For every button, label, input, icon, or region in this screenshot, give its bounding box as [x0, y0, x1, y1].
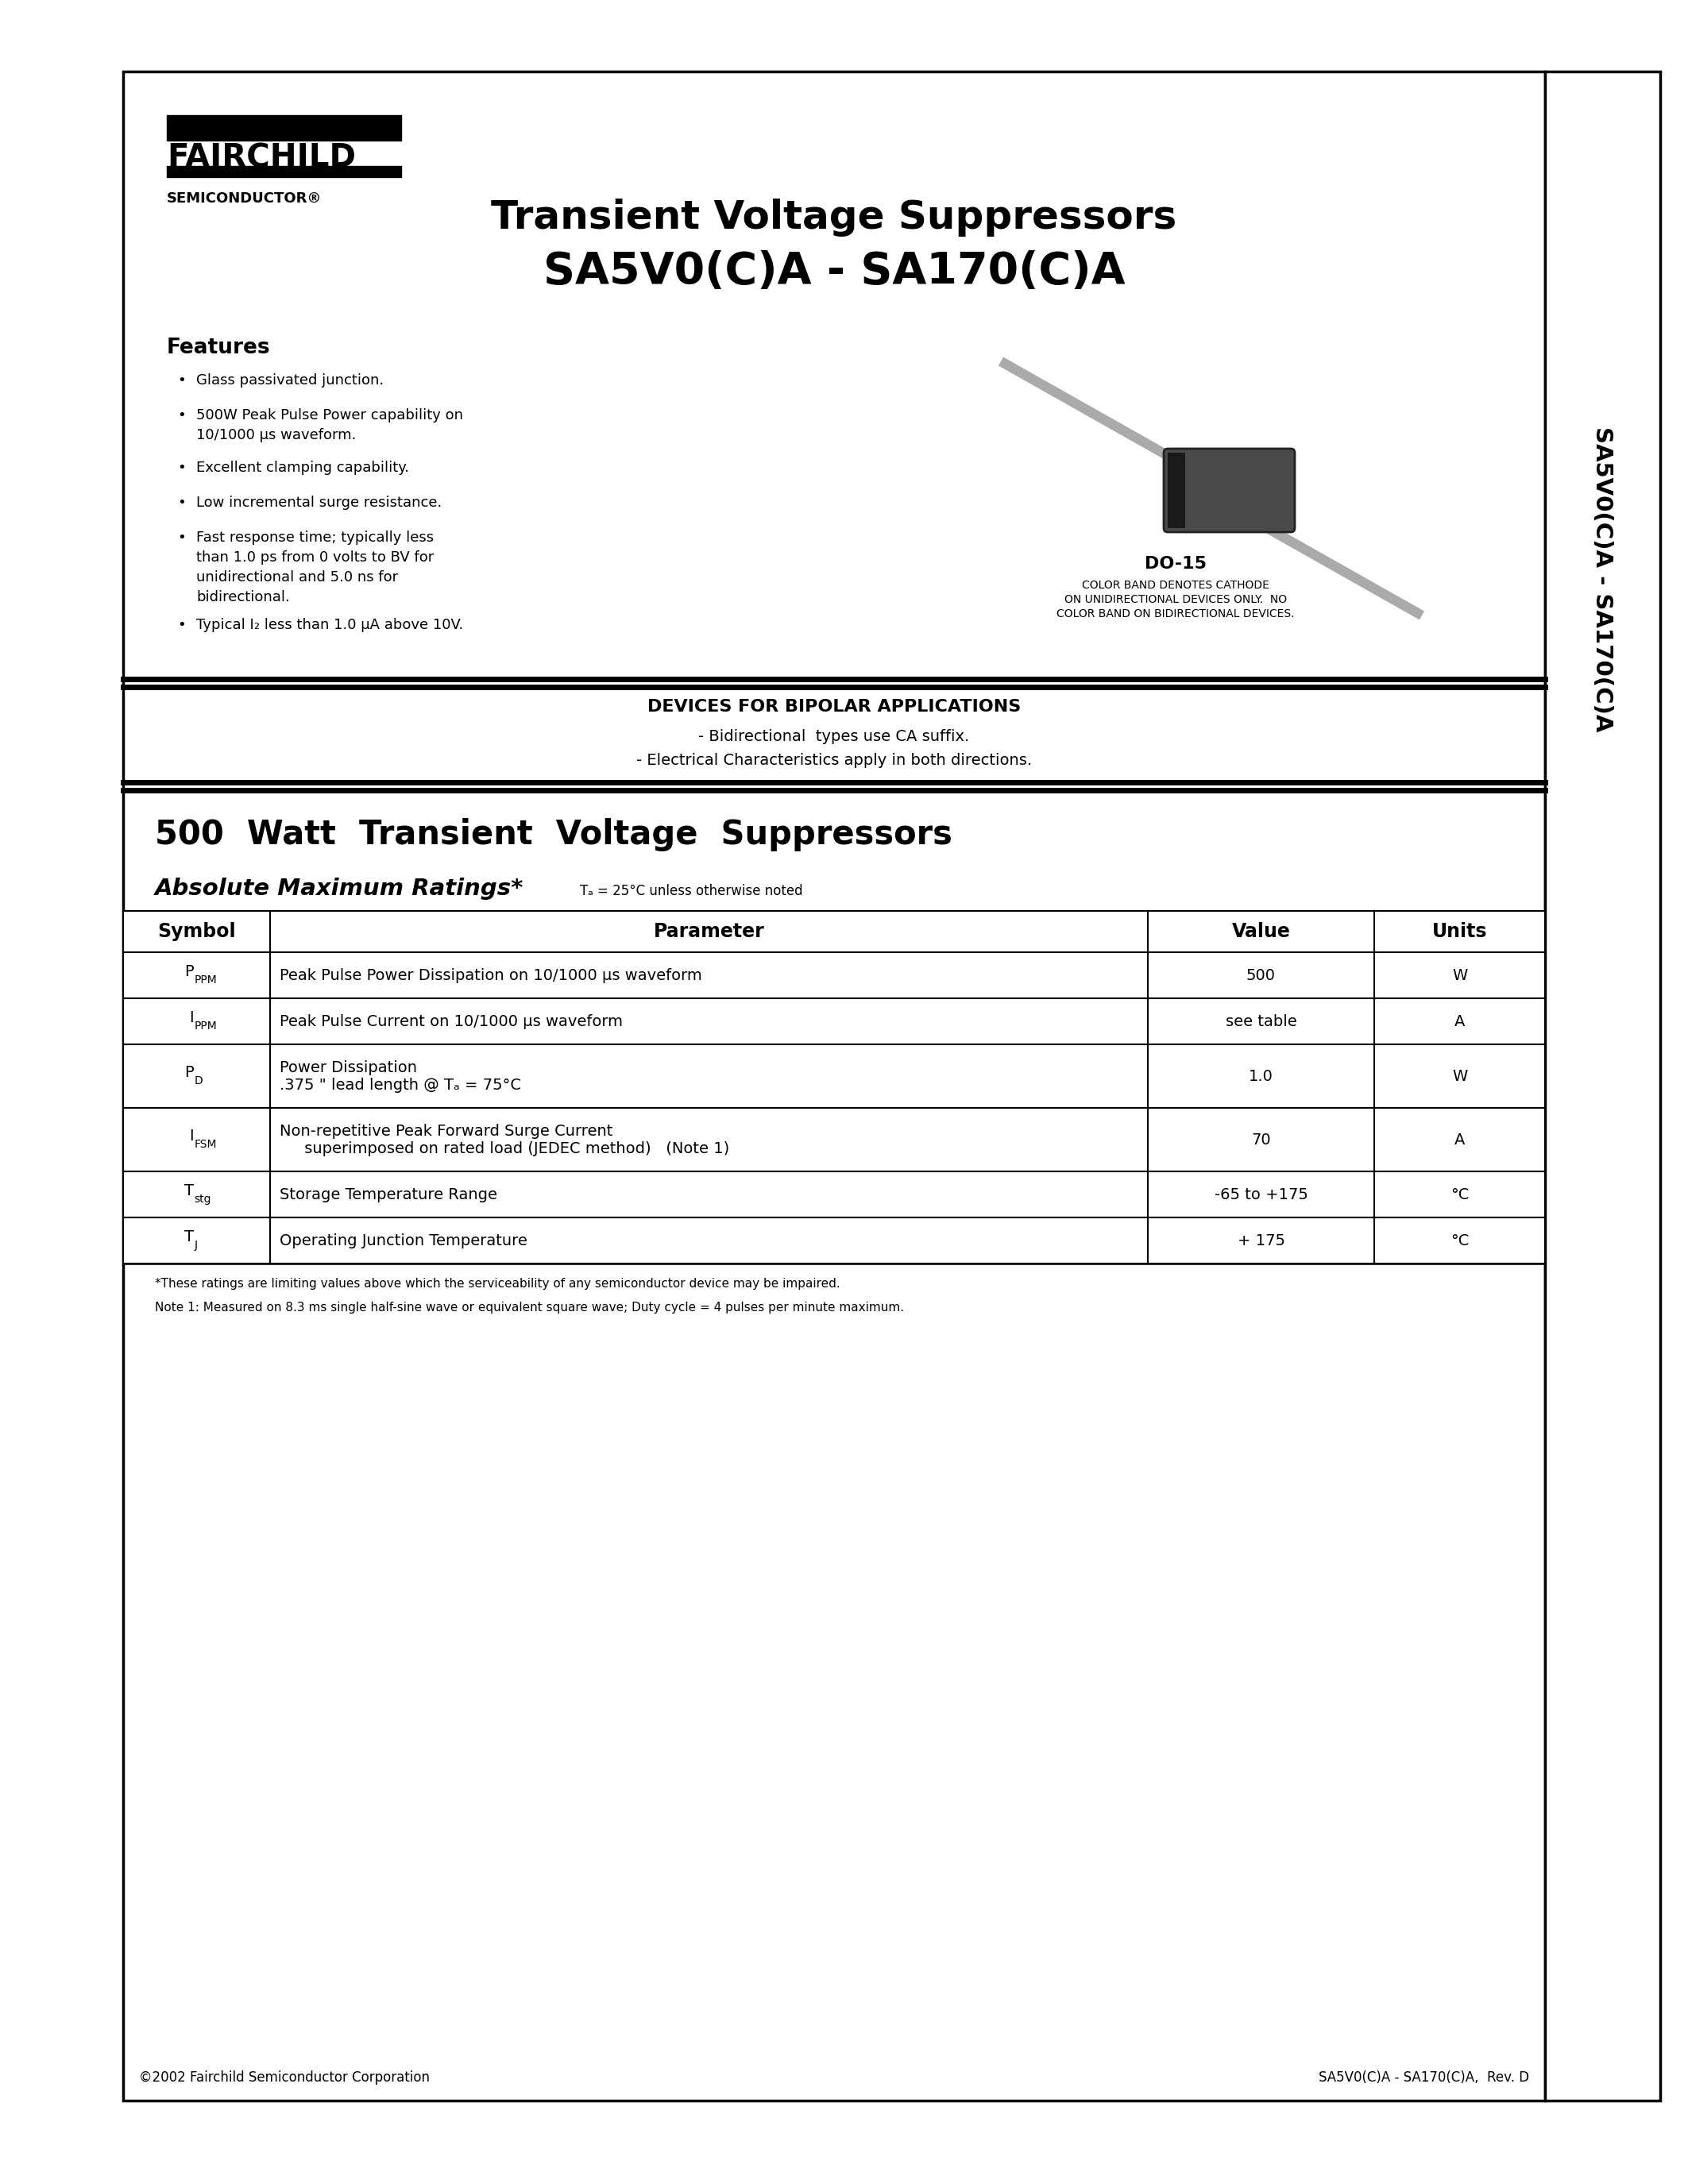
Text: SA5V0(C)A - SA170(C)A: SA5V0(C)A - SA170(C)A	[544, 251, 1124, 293]
Text: Storage Temperature Range: Storage Temperature Range	[280, 1186, 498, 1201]
Bar	[1545, 72, 1661, 2101]
Text: DO-15: DO-15	[1144, 557, 1207, 572]
Text: °C: °C	[1450, 1234, 1469, 1247]
Text: Units: Units	[1431, 922, 1487, 941]
Text: 500  Watt  Transient  Voltage  Suppressors: 500 Watt Transient Voltage Suppressors	[155, 819, 952, 852]
Text: SA5V0(C)A - SA170(C)A: SA5V0(C)A - SA170(C)A	[1592, 426, 1614, 732]
Text: Excellent clamping capability.: Excellent clamping capability.	[196, 461, 408, 474]
Text: stg: stg	[194, 1195, 211, 1206]
Text: FSM: FSM	[194, 1138, 216, 1151]
Text: I: I	[189, 1009, 194, 1024]
Bar	[167, 116, 402, 140]
Bar	[167, 166, 402, 177]
Text: J: J	[194, 1241, 197, 1251]
Text: Parameter: Parameter	[653, 922, 765, 941]
Text: 70: 70	[1251, 1131, 1271, 1147]
Text: Peak Pulse Current on 10/1000 μs waveform: Peak Pulse Current on 10/1000 μs wavefor…	[280, 1013, 623, 1029]
Text: Fast response time; typically less
than 1.0 ps from 0 volts to BV for
unidirecti: Fast response time; typically less than …	[196, 531, 434, 605]
Text: •: •	[177, 373, 186, 387]
Text: Value: Value	[1232, 922, 1290, 941]
Text: 500: 500	[1246, 968, 1276, 983]
Text: DEVICES FOR BIPOLAR APPLICATIONS: DEVICES FOR BIPOLAR APPLICATIONS	[647, 699, 1021, 714]
Bar	[1168, 452, 1185, 529]
Text: PPM: PPM	[194, 1020, 218, 1031]
Text: - Electrical Characteristics apply in both directions.: - Electrical Characteristics apply in bo…	[636, 753, 1031, 769]
Text: Features: Features	[167, 339, 270, 358]
Text: P: P	[184, 1064, 194, 1079]
Bar	[123, 1171, 1545, 1216]
Text: Peak Pulse Power Dissipation on 10/1000 μs waveform: Peak Pulse Power Dissipation on 10/1000 …	[280, 968, 702, 983]
Text: *These ratings are limiting values above which the serviceability of any semicon: *These ratings are limiting values above…	[155, 1278, 841, 1291]
Text: •: •	[177, 461, 186, 474]
Text: -65 to +175: -65 to +175	[1214, 1186, 1308, 1201]
FancyBboxPatch shape	[1163, 448, 1295, 533]
Text: Absolute Maximum Ratings*: Absolute Maximum Ratings*	[155, 878, 523, 900]
Text: SEMICONDUCTOR®: SEMICONDUCTOR®	[167, 192, 322, 205]
Text: T: T	[184, 1230, 194, 1245]
Text: Note 1: Measured on 8.3 ms single half-sine wave or equivalent square wave; Duty: Note 1: Measured on 8.3 ms single half-s…	[155, 1302, 905, 1313]
Text: Transient Voltage Suppressors: Transient Voltage Suppressors	[491, 199, 1177, 236]
Text: Tₐ = 25°C unless otherwise noted: Tₐ = 25°C unless otherwise noted	[581, 885, 803, 898]
Text: Power Dissipation: Power Dissipation	[280, 1059, 417, 1075]
Text: PPM: PPM	[194, 974, 218, 985]
Text: 1.0: 1.0	[1249, 1068, 1273, 1083]
Text: W: W	[1452, 1068, 1467, 1083]
Text: A: A	[1455, 1131, 1465, 1147]
Bar	[123, 1044, 1545, 1107]
Text: T: T	[184, 1184, 194, 1199]
Text: FAIRCHILD: FAIRCHILD	[167, 142, 356, 175]
Text: Symbol: Symbol	[157, 922, 236, 941]
Text: P: P	[184, 963, 194, 978]
Text: Non-repetitive Peak Forward Surge Current: Non-repetitive Peak Forward Surge Curren…	[280, 1123, 613, 1138]
Text: Low incremental surge resistance.: Low incremental surge resistance.	[196, 496, 442, 509]
Bar	[123, 952, 1545, 998]
Text: superimposed on rated load (JEDEC method)   (Note 1): superimposed on rated load (JEDEC method…	[280, 1140, 729, 1155]
Text: •: •	[177, 618, 186, 631]
Text: see table: see table	[1225, 1013, 1296, 1029]
Bar	[123, 998, 1545, 1044]
Text: SA5V0(C)A - SA170(C)A,  Rev. D: SA5V0(C)A - SA170(C)A, Rev. D	[1318, 2070, 1529, 2086]
Text: Typical I₂ less than 1.0 μA above 10V.: Typical I₂ less than 1.0 μA above 10V.	[196, 618, 463, 631]
Text: .375 " lead length @ Tₐ = 75°C: .375 " lead length @ Tₐ = 75°C	[280, 1077, 522, 1092]
Text: + 175: + 175	[1237, 1234, 1285, 1247]
Text: •: •	[177, 408, 186, 422]
Text: Operating Junction Temperature: Operating Junction Temperature	[280, 1234, 527, 1247]
Text: 500W Peak Pulse Power capability on
10/1000 μs waveform.: 500W Peak Pulse Power capability on 10/1…	[196, 408, 463, 443]
Text: •: •	[177, 531, 186, 544]
Text: Glass passivated junction.: Glass passivated junction.	[196, 373, 383, 387]
Bar	[123, 1107, 1545, 1171]
Text: COLOR BAND DENOTES CATHODE
ON UNIDIRECTIONAL DEVICES ONLY.  NO
COLOR BAND ON BID: COLOR BAND DENOTES CATHODE ON UNIDIRECTI…	[1057, 579, 1295, 620]
Text: •: •	[177, 496, 186, 509]
Text: W: W	[1452, 968, 1467, 983]
Text: °C: °C	[1450, 1186, 1469, 1201]
Text: D: D	[194, 1075, 203, 1085]
Bar	[123, 1216, 1545, 1265]
Bar	[123, 72, 1545, 2101]
Text: - Bidirectional  types use CA suffix.: - Bidirectional types use CA suffix.	[699, 729, 969, 745]
Text: I: I	[189, 1129, 194, 1142]
Bar	[123, 911, 1545, 952]
Text: A: A	[1455, 1013, 1465, 1029]
Text: ©2002 Fairchild Semiconductor Corporation: ©2002 Fairchild Semiconductor Corporatio…	[138, 2070, 430, 2086]
